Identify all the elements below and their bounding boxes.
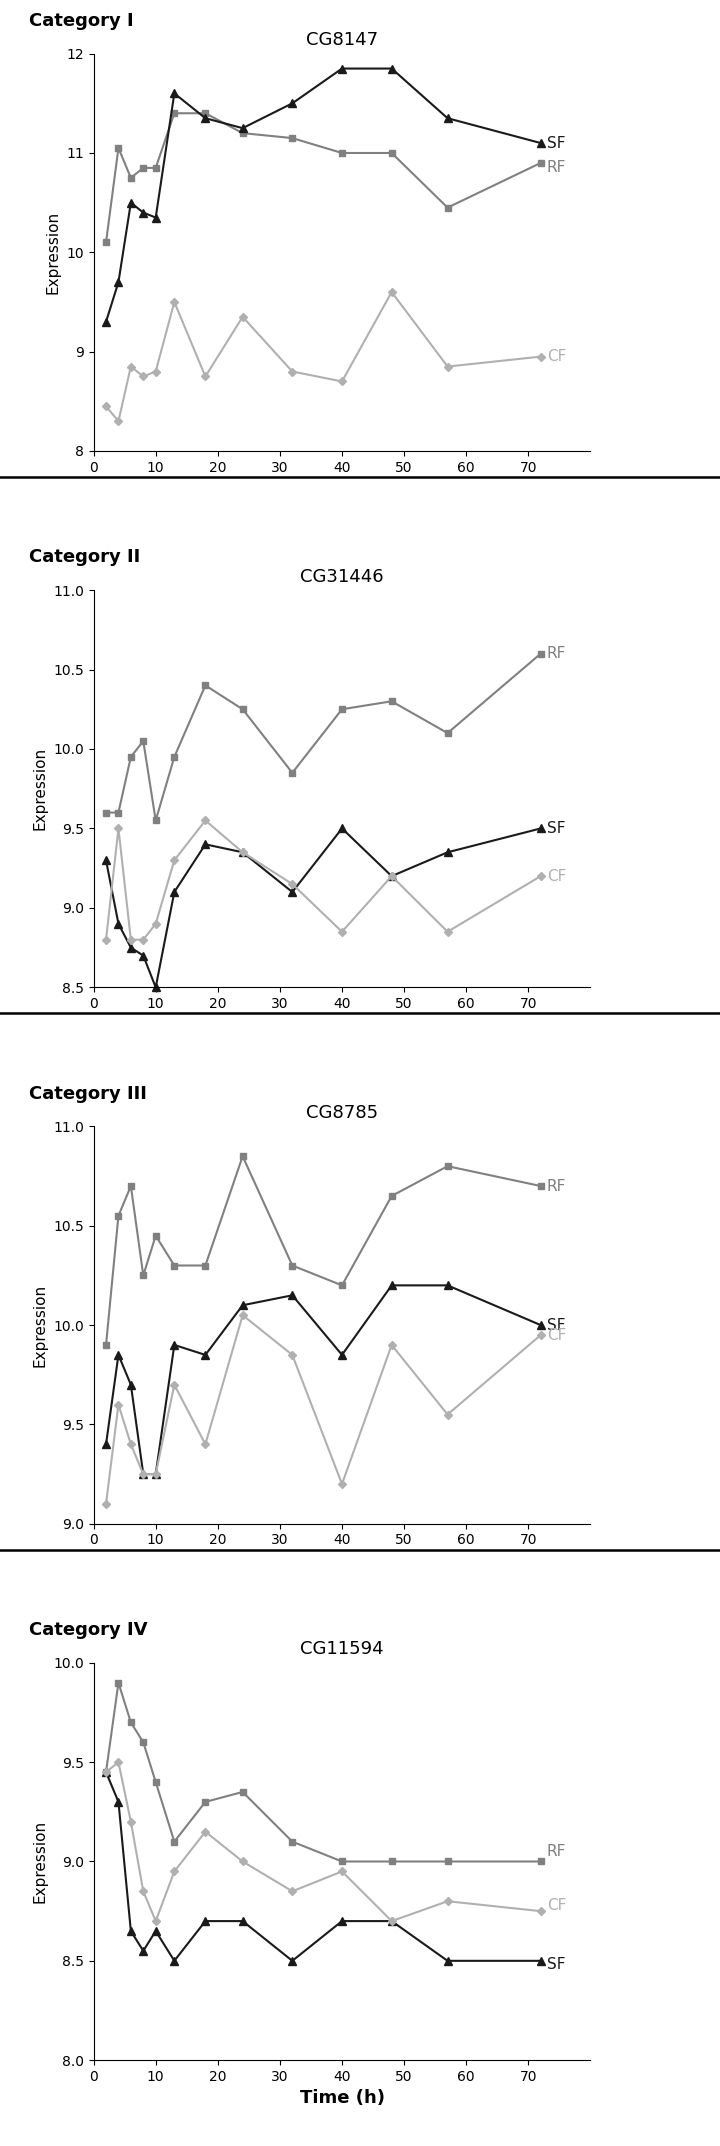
Y-axis label: Expression: Expression — [32, 1283, 48, 1367]
Text: Category IV: Category IV — [29, 1620, 148, 1640]
Y-axis label: Expression: Expression — [45, 210, 60, 294]
Text: RF: RF — [547, 161, 567, 176]
Text: CF: CF — [547, 869, 567, 884]
Text: RF: RF — [547, 646, 567, 661]
Title: CG31446: CG31446 — [300, 569, 384, 586]
Text: Category III: Category III — [29, 1084, 147, 1103]
Text: SF: SF — [547, 1957, 565, 1972]
X-axis label: Time (h): Time (h) — [300, 2090, 384, 2107]
Text: Category I: Category I — [29, 13, 134, 30]
Text: Category II: Category II — [29, 547, 140, 567]
Y-axis label: Expression: Expression — [32, 747, 48, 831]
Text: SF: SF — [547, 822, 565, 837]
Y-axis label: Expression: Expression — [32, 1820, 48, 1904]
Text: CF: CF — [547, 1897, 567, 1912]
Title: CG8785: CG8785 — [306, 1103, 378, 1122]
Text: CF: CF — [547, 350, 567, 365]
Text: CF: CF — [547, 1328, 567, 1343]
Text: RF: RF — [547, 1178, 567, 1193]
Text: SF: SF — [547, 1318, 565, 1333]
Title: CG11594: CG11594 — [300, 1640, 384, 1659]
Title: CG8147: CG8147 — [306, 32, 378, 49]
Text: SF: SF — [547, 135, 565, 150]
Text: RF: RF — [547, 1843, 567, 1858]
